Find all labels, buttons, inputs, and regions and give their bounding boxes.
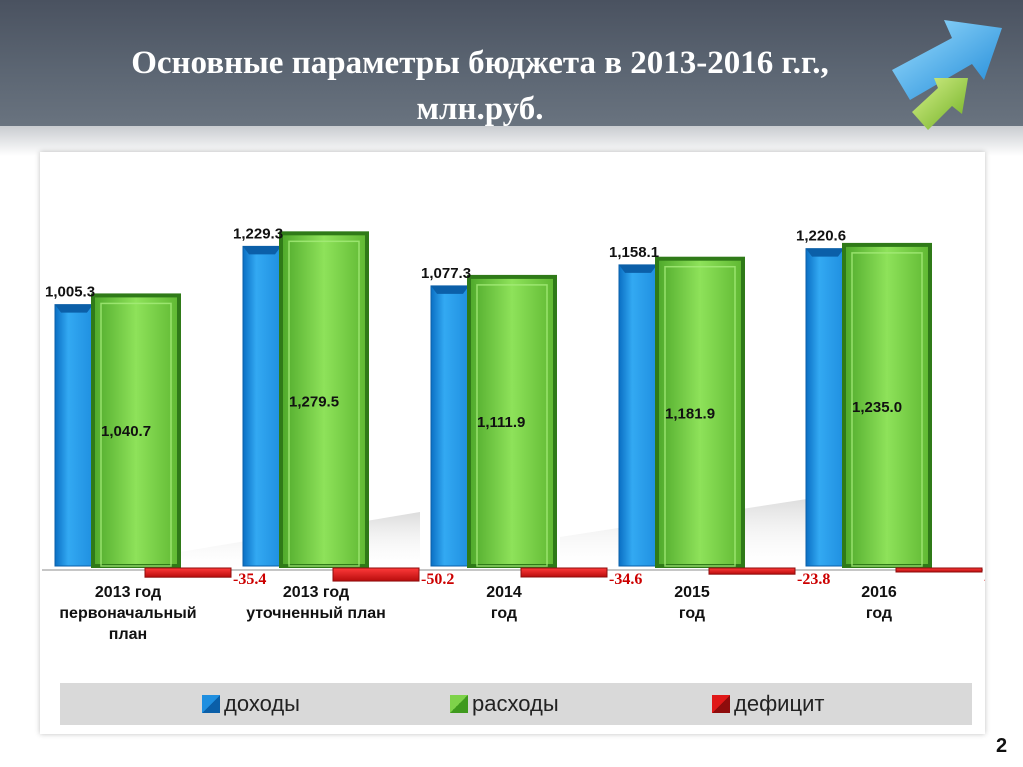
- data-label-expenses: 1,235.0: [852, 399, 902, 416]
- title-line-2: млн.руб.: [416, 91, 544, 127]
- page-title: Основные параметры бюджета в 2013-2016 г…: [60, 40, 900, 132]
- bar-income: [242, 245, 282, 567]
- category-label: первоначальный: [59, 605, 196, 622]
- bar-expenses-bevel: [851, 252, 923, 567]
- category-label: 2016: [861, 584, 897, 601]
- bar-income: [430, 285, 470, 567]
- bar-expenses-bevel: [476, 284, 548, 567]
- category-label: 2014: [486, 584, 522, 601]
- data-label-deficit: -50.2: [421, 571, 454, 588]
- category-label: 2015: [674, 584, 710, 601]
- bar-chart: 1,005.3 1,040.7 -35.4 2013 год первоначальны…: [42, 225, 985, 643]
- category-label: год: [679, 605, 705, 622]
- bar-deficit: [144, 567, 232, 578]
- legend-swatch-income: [202, 695, 220, 713]
- category-label: план: [109, 626, 147, 643]
- legend-label: дефицит: [734, 691, 825, 716]
- category-label: год: [866, 605, 892, 622]
- bar-income-top: [431, 285, 469, 294]
- arrows-logo-icon: [892, 20, 1002, 130]
- bar-deficit: [332, 567, 420, 582]
- category-label: уточненный план: [246, 605, 386, 622]
- data-label-expenses: 1,279.5: [289, 393, 339, 410]
- header-shadow: [0, 126, 1023, 156]
- bar-income: [805, 248, 845, 567]
- legend-item-expenses: расходы: [450, 691, 559, 717]
- data-label-income: 1,220.6: [796, 228, 846, 245]
- bar-income-top: [806, 248, 844, 257]
- legend-label: доходы: [224, 691, 300, 716]
- data-label-expenses: 1,040.7: [101, 423, 151, 440]
- bar-expenses-bevel: [100, 302, 172, 567]
- bar-expenses: [91, 293, 181, 568]
- data-label-expenses: 1,181.9: [665, 405, 715, 422]
- legend-item-income: доходы: [202, 691, 300, 717]
- title-line-1: Основные параметры бюджета в 2013-2016 г…: [131, 45, 829, 81]
- legend-label: расходы: [472, 691, 559, 716]
- bar-expenses-bevel: [288, 240, 360, 567]
- chart-area: 1,005.3 1,040.7 -35.4 2013 год первоначальны…: [40, 152, 985, 734]
- legend: доходы расходы дефицит: [60, 683, 972, 725]
- bar-income-top: [55, 304, 93, 313]
- data-label-income: 1,158.1: [609, 244, 659, 261]
- bar-income-top: [619, 264, 657, 273]
- legend-swatch-deficit: [712, 695, 730, 713]
- data-label-deficit: -14.4: [984, 571, 985, 588]
- data-label-income: 1,005.3: [45, 284, 95, 301]
- bar-expenses-bevel: [664, 265, 736, 567]
- header-band: [0, 0, 1023, 130]
- page-number: 2: [996, 735, 1008, 757]
- bar-income-top: [243, 246, 281, 255]
- data-label-income: 1,229.3: [233, 225, 283, 242]
- data-label-deficit: -35.4: [233, 571, 266, 588]
- legend-item-deficit: дефицит: [712, 691, 824, 717]
- data-label-deficit: -34.6: [609, 571, 642, 588]
- bar-deficit: [708, 567, 796, 575]
- bar-income: [54, 304, 94, 567]
- data-label-income: 1,077.3: [421, 265, 471, 282]
- bar-deficit: [520, 567, 608, 578]
- bar-expenses: [842, 242, 932, 569]
- category-label: 2013 год: [95, 584, 161, 601]
- data-label-deficit: -23.8: [797, 571, 830, 588]
- legend-swatch-expenses: [450, 695, 468, 713]
- bar-income: [618, 264, 658, 567]
- data-label-expenses: 1,111.9: [477, 414, 525, 431]
- bar-deficit: [895, 567, 983, 573]
- category-label: 2013 год: [283, 584, 349, 601]
- bar-expenses: [467, 274, 557, 568]
- bar-expenses: [655, 256, 745, 569]
- category-label: год: [491, 605, 517, 622]
